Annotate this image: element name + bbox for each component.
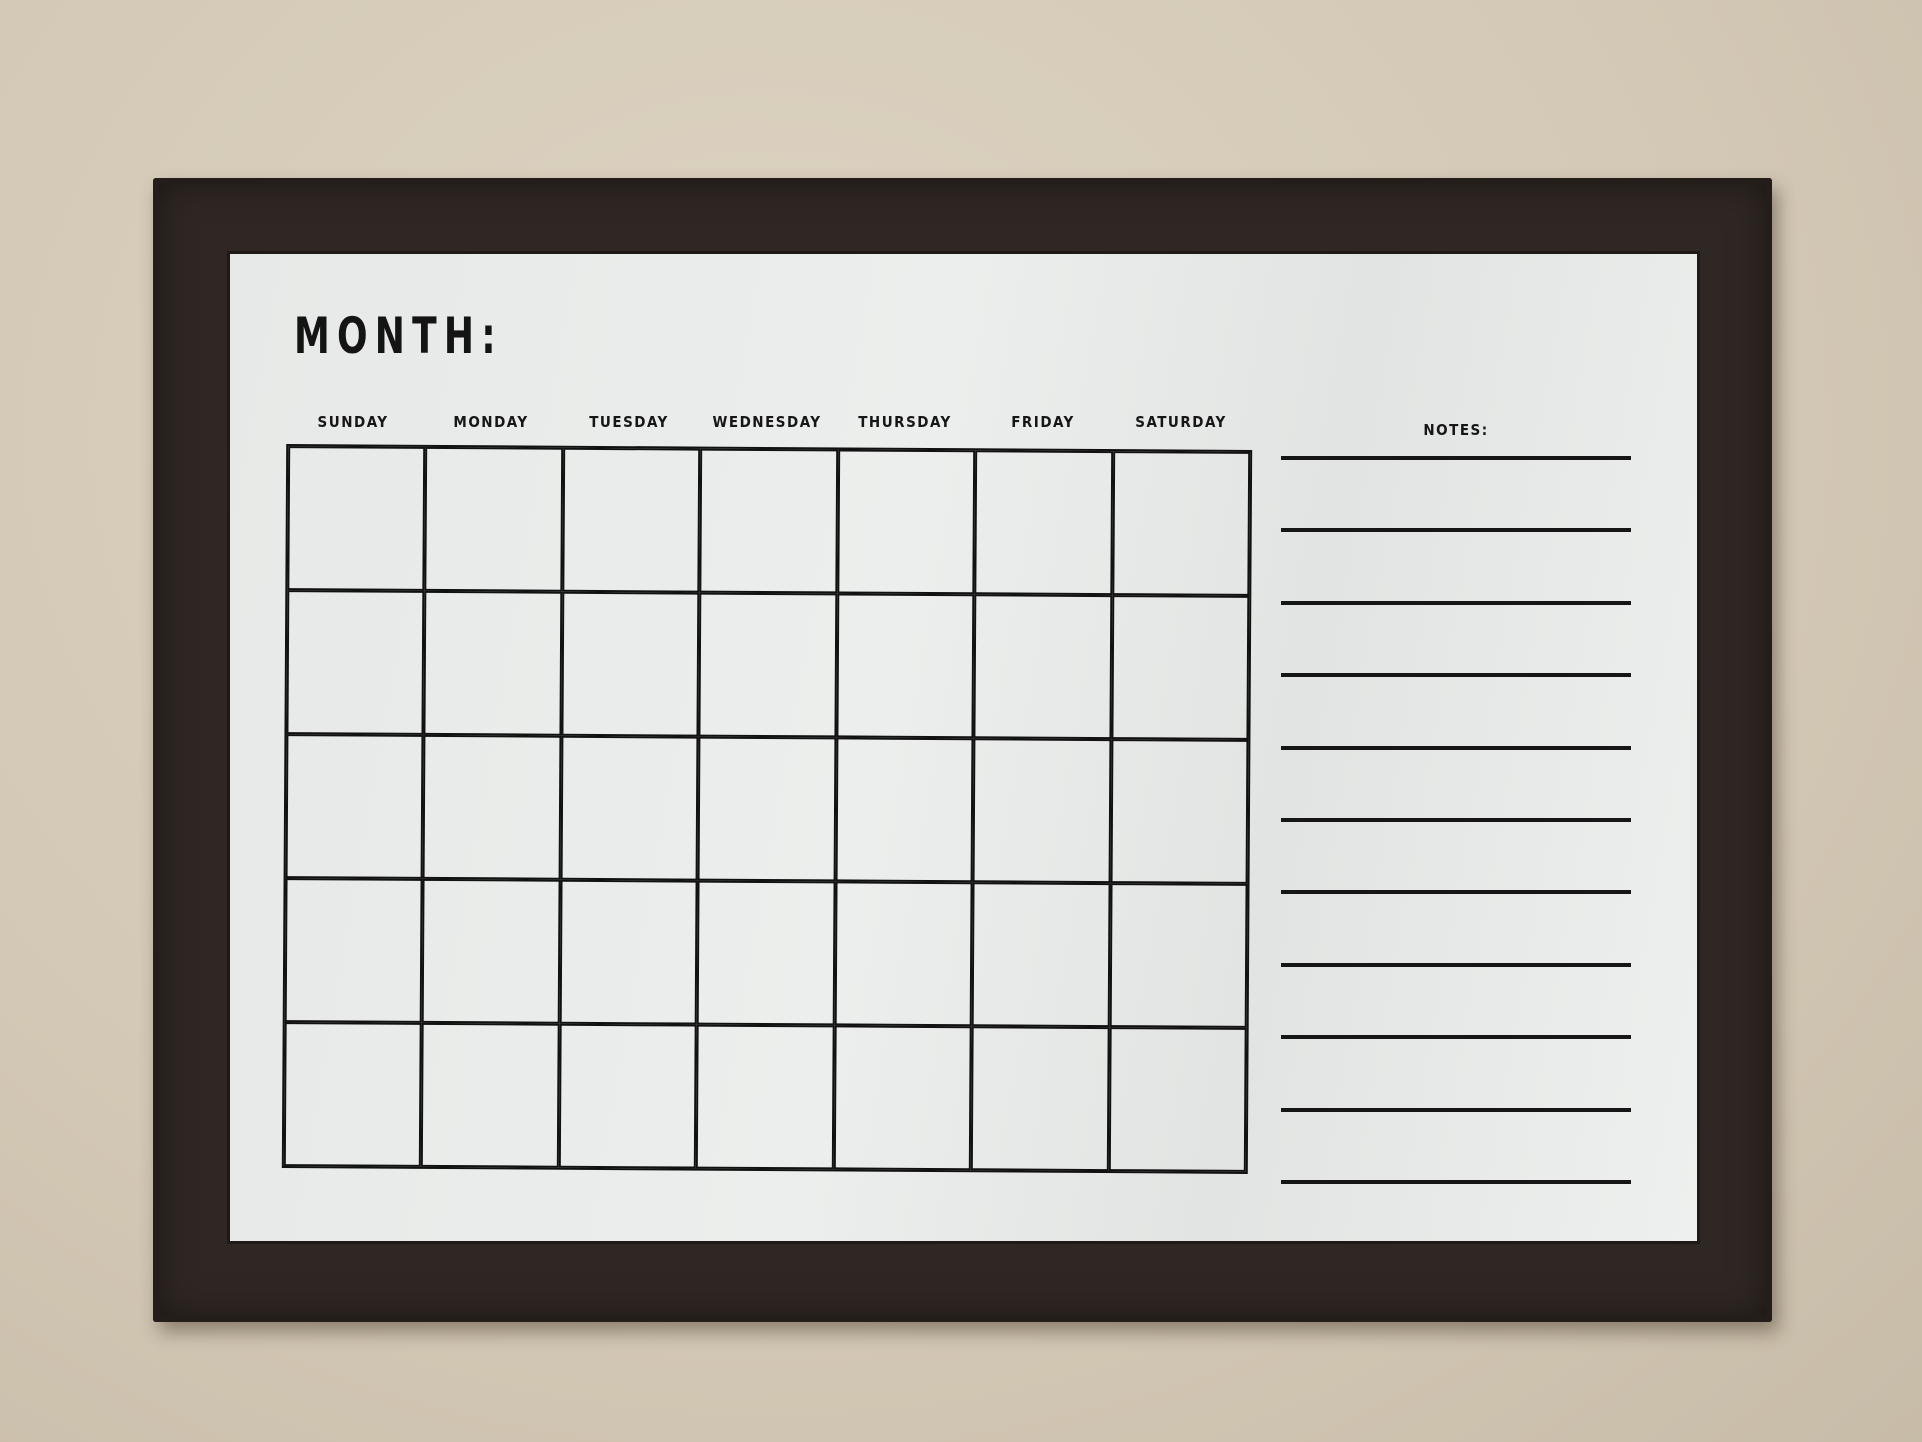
note-line (1281, 600, 1631, 605)
day-cell (974, 450, 1113, 596)
note-line (1281, 962, 1631, 967)
day-cell (1110, 595, 1250, 740)
whiteboard-calendar: MONTH: SUNDAY MONDAY TUESDAY WEDNESDAY THURS… (227, 251, 1700, 1244)
note-line (1281, 456, 1631, 460)
day-cell (284, 878, 423, 1023)
day-cell (1111, 451, 1251, 596)
note-line (1281, 673, 1631, 678)
day-cell (285, 734, 424, 879)
day-cell (287, 446, 426, 591)
day-cell (422, 734, 562, 880)
note-line (1281, 1035, 1631, 1040)
day-cell (972, 738, 1111, 884)
month-label: MONTH: (294, 307, 503, 365)
day-cell (696, 1024, 835, 1170)
weekday-label: FRIDAY (1011, 413, 1075, 431)
note-line (1281, 818, 1631, 822)
day-cell (422, 878, 561, 1024)
note-line (1281, 528, 1631, 533)
day-cell (562, 447, 701, 593)
day-cell (1108, 1027, 1247, 1172)
day-cell (699, 448, 838, 594)
note-line (1281, 745, 1631, 750)
day-cell (286, 590, 425, 735)
note-line (1281, 1107, 1631, 1112)
day-cell (283, 1022, 423, 1167)
weekday-label: MONDAY (453, 413, 529, 431)
notes-label: NOTES: (1423, 421, 1489, 439)
note-line (1281, 890, 1631, 895)
day-cell (697, 736, 837, 882)
weekday-label: SUNDAY (317, 413, 389, 431)
day-cell (837, 449, 976, 595)
day-cell (1110, 739, 1249, 884)
day-cell (423, 590, 563, 736)
day-cell (1109, 883, 1248, 1028)
weekday-label: THURSDAY (858, 413, 952, 431)
day-cell (696, 880, 836, 1026)
day-cell (973, 594, 1112, 740)
day-cell (833, 1025, 972, 1171)
day-cell (559, 879, 698, 1025)
day-cell (835, 737, 974, 883)
day-cell (561, 591, 700, 737)
weekday-header: SUNDAY MONDAY TUESDAY WEDNESDAY THURSDAY FRID… (284, 413, 1250, 431)
calendar-grid (281, 444, 1253, 1174)
day-cell (560, 735, 699, 881)
day-cell (971, 882, 1111, 1028)
note-line (1281, 1180, 1631, 1184)
day-cell (558, 1023, 697, 1169)
day-cell (970, 1026, 1110, 1172)
weekday-label: TUESDAY (589, 413, 669, 431)
day-cell (421, 1022, 560, 1168)
day-cell (698, 592, 838, 738)
day-cell (836, 593, 975, 739)
day-cell (424, 446, 564, 592)
weekday-label: SATURDAY (1135, 413, 1227, 431)
weekday-label: WEDNESDAY (712, 413, 822, 431)
day-cell (834, 881, 973, 1027)
